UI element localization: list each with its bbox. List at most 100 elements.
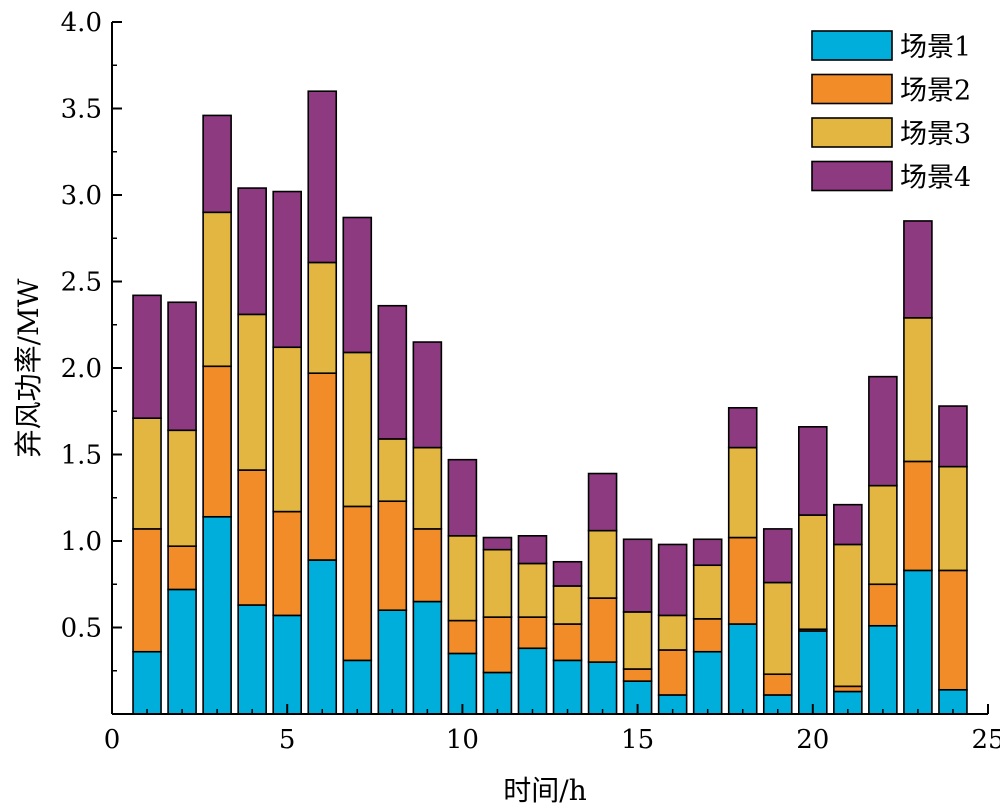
bar-x23-series4	[903, 220, 933, 319]
bar-x22-series2	[868, 583, 898, 627]
bar-x15-series4	[622, 538, 653, 613]
legend: 场景1 场景2 场景3 场景4	[811, 30, 971, 194]
bar-x12-series4	[517, 535, 548, 565]
x-tick-label-0: 0	[104, 725, 121, 755]
x-tick-label-20: 20	[796, 725, 829, 755]
bar-x23-series1	[903, 569, 933, 715]
bar-x4-series4	[237, 187, 267, 316]
bar-x18-series2	[727, 536, 758, 625]
bars-layer	[132, 90, 968, 715]
bar-x10-series2	[447, 619, 478, 655]
bar-x2-series4	[167, 301, 197, 432]
bar-x8-series1	[377, 609, 408, 715]
bar-x18-series1	[727, 623, 758, 715]
y-tick-label-0.5: 0.5	[61, 614, 102, 644]
bar-x3-series4	[202, 114, 232, 214]
bar-x7-series2	[342, 505, 373, 662]
y-tick-label-3.5: 3.5	[61, 95, 102, 125]
bar-x5-series3	[272, 346, 303, 513]
bar-x20-series1	[797, 630, 828, 715]
bar-x24-series4	[938, 405, 968, 468]
y-tick-label-3: 3.0	[61, 181, 102, 211]
bar-x6-series2	[307, 372, 338, 561]
bar-x6-series1	[307, 559, 338, 715]
bar-x3-series3	[202, 211, 232, 368]
x-tick-label-25: 25	[971, 725, 1000, 755]
bar-x4-series3	[237, 313, 267, 471]
legend-swatch-series3	[811, 117, 893, 148]
y-tick-label-1: 1.0	[61, 527, 102, 557]
bar-x3-series1	[202, 515, 232, 715]
bar-x7-series1	[342, 659, 373, 715]
bar-x5-series1	[272, 614, 303, 715]
legend-swatch-series4	[811, 160, 893, 192]
bar-x17-series4	[692, 538, 723, 567]
bar-x1-series1	[132, 650, 162, 715]
bar-x2-series3	[167, 429, 197, 547]
bar-x7-series3	[342, 351, 373, 508]
x-axis-label: 时间/h	[503, 774, 586, 807]
bar-x17-series3	[692, 564, 723, 620]
bar-x17-series2	[692, 618, 723, 653]
bar-x21-series4	[833, 503, 863, 546]
bar-x19-series2	[762, 673, 793, 696]
bar-x12-series3	[517, 562, 548, 618]
bar-x21-series3	[833, 543, 863, 688]
y-tick-label-2.5: 2.5	[61, 268, 102, 298]
bar-x13-series2	[552, 623, 583, 662]
bar-x4-series1	[237, 604, 267, 715]
bar-x23-series2	[903, 460, 933, 572]
x-tick-label-5: 5	[279, 725, 296, 755]
bar-x12-series2	[517, 616, 548, 650]
legend-label-series4: 场景4	[900, 163, 971, 194]
y-tick-label-1.5: 1.5	[61, 441, 102, 471]
bar-x9-series3	[412, 446, 443, 530]
legend-label-series3: 场景3	[900, 119, 971, 150]
bar-x16-series2	[657, 649, 688, 696]
bar-x11-series2	[482, 616, 513, 674]
bar-x15-series2	[622, 668, 653, 682]
bar-x9-series4	[412, 341, 443, 449]
bar-x19-series3	[762, 581, 793, 676]
bar-x14-series1	[587, 661, 618, 715]
bar-x20-series4	[797, 426, 828, 516]
bar-x5-series2	[272, 510, 303, 617]
x-tick-label-10: 10	[446, 725, 479, 755]
bar-x9-series1	[412, 600, 443, 715]
bar-x22-series4	[868, 375, 898, 487]
bar-x14-series3	[587, 529, 618, 599]
bar-x1-series4	[132, 294, 162, 419]
bar-x8-series3	[377, 438, 408, 503]
bar-x8-series4	[377, 304, 408, 440]
bar-x23-series3	[903, 317, 933, 463]
legend-swatch-series1	[811, 30, 893, 61]
legend-label-series2: 场景2	[900, 76, 971, 107]
bar-x8-series2	[377, 500, 408, 611]
y-axis-label: 弃风功率/MW	[12, 278, 45, 457]
bar-x7-series4	[342, 216, 373, 354]
bar-x14-series4	[587, 472, 618, 532]
bar-x12-series1	[517, 647, 548, 715]
bar-x6-series3	[307, 261, 338, 374]
legend-swatch-series2	[811, 73, 893, 105]
bar-x17-series1	[692, 650, 723, 715]
bar-x18-series4	[727, 406, 758, 449]
bar-x24-series2	[938, 569, 968, 691]
y-tick-label-4: 4.0	[61, 8, 102, 38]
bar-x5-series4	[272, 190, 303, 349]
bar-x16-series4	[657, 543, 688, 617]
bar-x2-series1	[167, 588, 197, 715]
bar-x13-series1	[552, 659, 583, 715]
bar-x18-series3	[727, 446, 758, 539]
x-tick-label-15: 15	[621, 725, 654, 755]
bar-x10-series4	[447, 458, 478, 537]
bar-x13-series4	[552, 560, 583, 587]
bar-x10-series3	[447, 535, 478, 622]
bar-x14-series2	[587, 597, 618, 663]
axes-layer: 0 5 10 15 20 25 0.5 1.0 1.5 2.0 2.5 3.0 3.5 4.0	[61, 8, 1000, 755]
bar-x19-series4	[762, 528, 793, 584]
bar-x22-series3	[868, 484, 898, 586]
bar-x11-series4	[482, 536, 513, 551]
bar-x3-series2	[202, 365, 232, 518]
